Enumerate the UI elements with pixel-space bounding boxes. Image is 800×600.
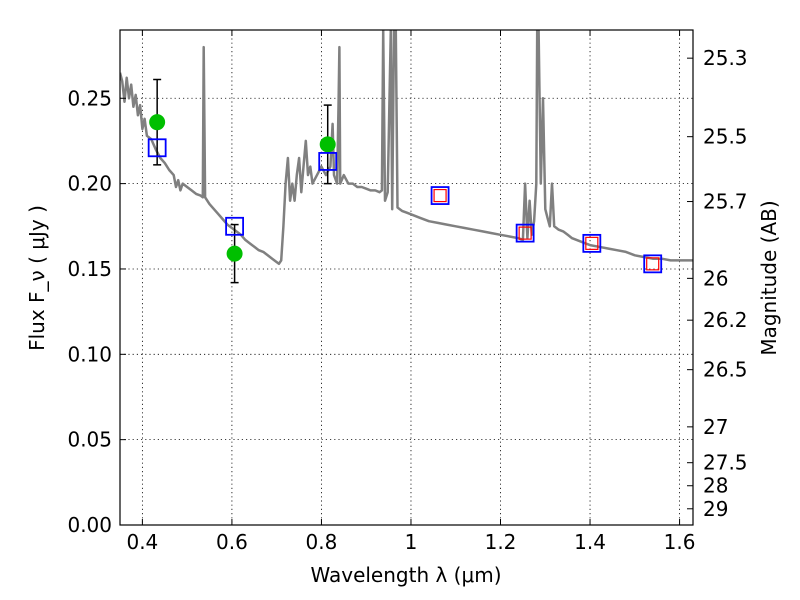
data-box (585, 236, 599, 250)
plot-area (120, 30, 693, 284)
x-tick-label: 1 (405, 530, 418, 554)
right-axis-label: Magnitude (AB) (757, 200, 781, 355)
model-box (147, 138, 167, 158)
right-tick-label: 26.5 (703, 358, 748, 382)
model-box (515, 223, 535, 243)
y-tick-label: 0.00 (67, 513, 112, 537)
right-tick-label: 29 (703, 497, 728, 521)
model-box (582, 233, 602, 253)
y-tick-label: 0.10 (67, 342, 112, 366)
x-axis-label: Wavelength λ (μm) (310, 563, 501, 587)
photometry-markers (147, 78, 663, 284)
right-tick-label: 25.5 (703, 125, 748, 149)
x-tick-label: 0.4 (126, 530, 158, 554)
data-point (226, 245, 243, 262)
right-tick-label: 25.7 (703, 190, 748, 214)
spectrum-line (120, 30, 693, 266)
y-tick-label: 0.20 (67, 172, 112, 196)
grid (120, 30, 693, 526)
right-tick-label: 27 (703, 415, 728, 439)
data-box (646, 257, 660, 271)
right-tick-label: 27.5 (703, 451, 748, 475)
y-axis-label: Flux F_ν ( μJy ) (25, 205, 49, 351)
right-tick-label: 28 (703, 474, 728, 498)
y-tick-label: 0.15 (67, 257, 112, 281)
right-tick-label: 25.3 (703, 46, 748, 70)
y-axis-ticks: 0.00 0.05 0.10 0.15 0.20 0.25 (67, 86, 126, 537)
x-tick-label: 1.6 (664, 530, 696, 554)
right-tick-label: 26 (703, 266, 728, 290)
x-tick-label: 0.8 (306, 530, 338, 554)
model-spectrum (120, 30, 693, 266)
x-tick-label: 0.6 (216, 530, 248, 554)
model-box (318, 152, 338, 171)
x-tick-label: 1.2 (485, 530, 517, 554)
y-tick-label: 0.25 (67, 86, 112, 110)
x-axis-ticks: 0.4 0.6 0.8 1 1.2 1.4 1.6 (126, 30, 695, 554)
model-box (225, 216, 245, 236)
data-point (319, 136, 336, 153)
right-tick-label: 26.2 (703, 308, 748, 332)
data-box (433, 188, 447, 203)
y-tick-label: 0.05 (67, 428, 112, 452)
plot-frame (119, 29, 694, 526)
model-box (430, 186, 450, 205)
data-point (149, 114, 166, 131)
model-box (643, 254, 663, 274)
data-box (518, 226, 532, 240)
x-tick-label: 1.4 (574, 530, 606, 554)
